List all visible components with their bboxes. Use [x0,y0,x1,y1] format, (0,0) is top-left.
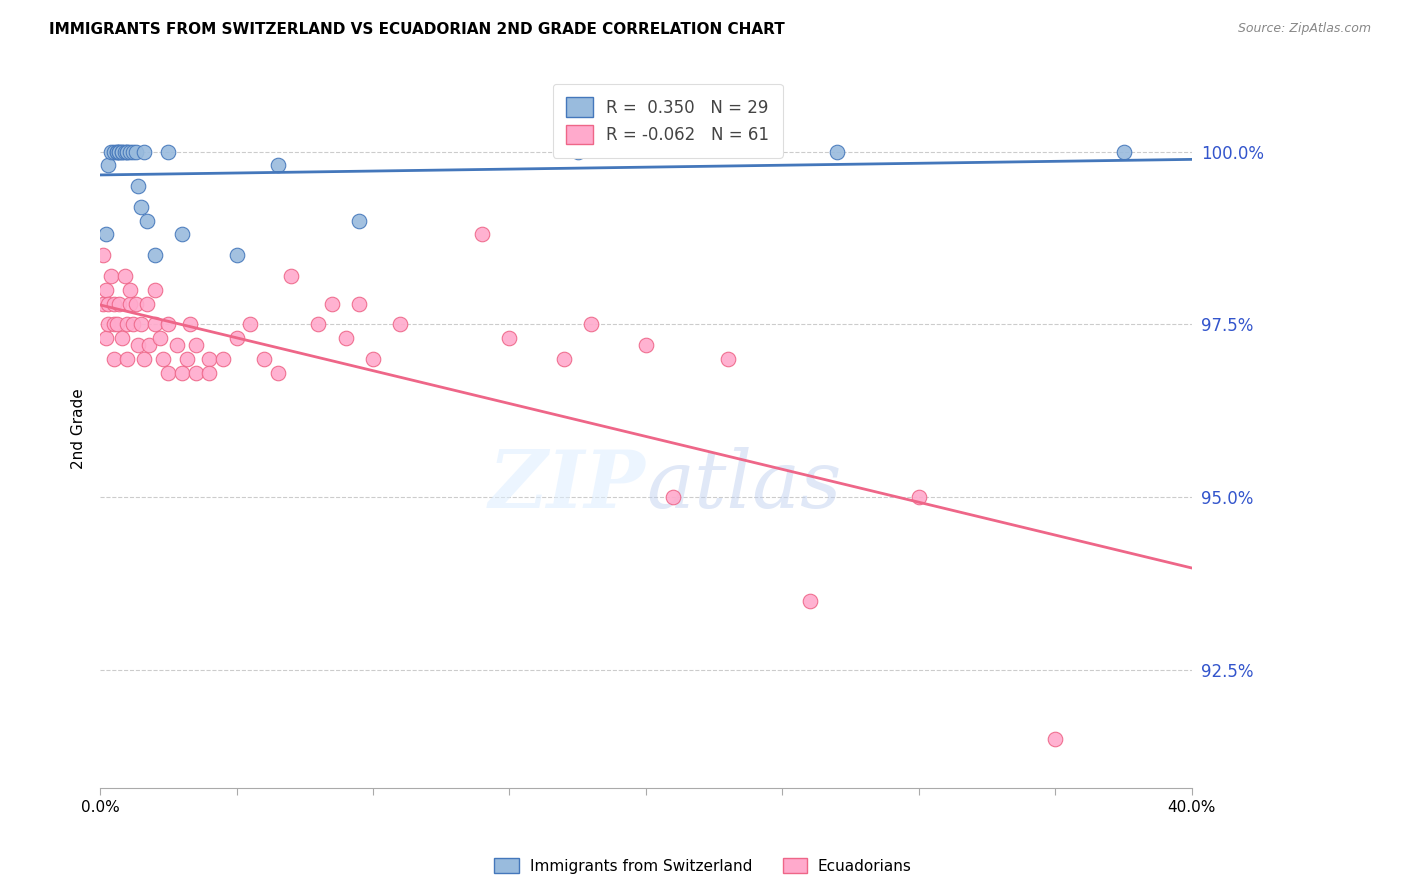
Point [1112,145,1135,159]
Point [825,145,848,159]
Point [111,145,134,159]
Point [129,200,152,214]
Point [127,338,149,352]
Point [103,351,125,366]
Point [349,296,371,310]
Point [108,145,131,159]
Point [553,351,575,366]
Text: ZIP: ZIP [489,447,645,524]
Point [100,268,122,283]
Point [266,366,288,380]
Point [361,351,384,366]
Y-axis label: 2nd Grade: 2nd Grade [72,388,86,468]
Point [129,318,152,332]
Point [349,213,371,227]
Point [120,296,142,310]
Point [321,296,343,310]
Point [111,331,134,345]
Point [198,351,221,366]
Point [138,338,160,352]
Point [114,145,136,159]
Point [157,318,180,332]
Point [91,296,114,310]
Point [184,366,207,380]
Point [335,331,357,345]
Text: Source: ZipAtlas.com: Source: ZipAtlas.com [1237,22,1371,36]
Point [908,491,931,505]
Point [103,296,125,310]
Point [389,318,412,332]
Point [225,331,247,345]
Point [184,338,207,352]
Point [198,366,221,380]
Point [94,227,117,242]
Point [225,248,247,262]
Point [149,331,172,345]
Point [717,351,740,366]
Point [105,145,128,159]
Point [108,296,131,310]
Point [135,213,157,227]
Point [1045,732,1067,747]
Point [253,351,276,366]
Point [117,145,139,159]
Point [166,338,188,352]
Point [94,331,117,345]
Point [179,318,201,332]
Legend: Immigrants from Switzerland, Ecuadorians: Immigrants from Switzerland, Ecuadorians [488,852,918,880]
Point [97,158,120,172]
Point [105,145,128,159]
Point [143,318,166,332]
Point [105,318,128,332]
Point [498,331,520,345]
Point [471,227,494,242]
Point [114,268,136,283]
Text: atlas: atlas [645,447,841,524]
Point [117,318,139,332]
Point [103,318,125,332]
Point [581,318,603,332]
Point [143,248,166,262]
Point [170,366,193,380]
Point [103,145,125,159]
Point [170,227,193,242]
Point [634,338,657,352]
Point [120,283,142,297]
Point [132,351,155,366]
Point [307,318,329,332]
Point [111,145,134,159]
Point [799,594,821,608]
Point [132,145,155,159]
Point [117,145,139,159]
Point [124,145,146,159]
Text: IMMIGRANTS FROM SWITZERLAND VS ECUADORIAN 2ND GRADE CORRELATION CHART: IMMIGRANTS FROM SWITZERLAND VS ECUADORIA… [49,22,785,37]
Point [157,145,180,159]
Point [143,283,166,297]
Point [124,296,146,310]
Point [176,351,198,366]
Point [117,351,139,366]
Point [567,145,589,159]
Point [127,179,149,194]
Point [122,145,145,159]
Point [91,248,114,262]
Legend: R =  0.350   N = 29, R = -0.062   N = 61: R = 0.350 N = 29, R = -0.062 N = 61 [553,84,783,158]
Point [157,366,180,380]
Point [94,283,117,297]
Point [122,318,145,332]
Point [97,318,120,332]
Point [266,158,288,172]
Point [152,351,174,366]
Point [280,268,302,283]
Point [108,145,131,159]
Point [120,145,142,159]
Point [97,296,120,310]
Point [212,351,235,366]
Point [135,296,157,310]
Point [100,145,122,159]
Point [239,318,262,332]
Point [662,491,685,505]
